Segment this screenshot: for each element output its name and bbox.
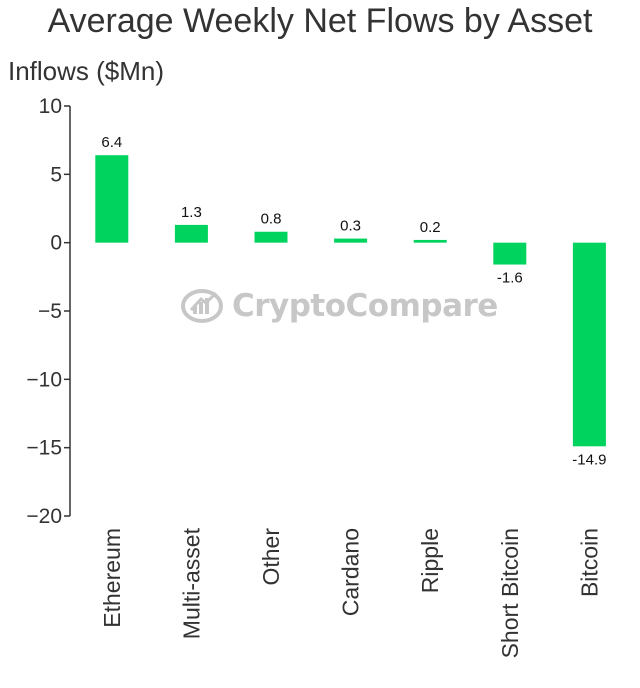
data-label: -1.6: [497, 270, 523, 287]
y-tick-label: −5: [38, 300, 62, 323]
y-axis-label: Inflows ($Mn): [8, 56, 165, 86]
bar: [334, 238, 368, 243]
bar: [174, 224, 208, 243]
data-label: 0.8: [261, 211, 282, 228]
y-tick-label: 0: [50, 232, 62, 255]
y-tick-label: −20: [26, 505, 62, 528]
x-category-label: Multi-asset: [178, 527, 204, 639]
x-category-label: Other: [258, 528, 284, 586]
data-label: -14.9: [572, 451, 606, 468]
data-label: 6.4: [101, 134, 122, 151]
watermark: CryptoCompare: [180, 286, 498, 326]
data-label: 0.3: [340, 218, 361, 235]
cryptocompare-logo-icon: [181, 289, 223, 323]
data-labels: 6.4 1.3 0.8 0.3 0.2 -1.6 -14.9: [101, 134, 606, 468]
watermark-text: CryptoCompare: [232, 288, 498, 324]
y-tick-label: 5: [50, 163, 62, 186]
x-category-label: Ethereum: [99, 528, 125, 628]
x-category-label: Bitcoin: [576, 528, 602, 597]
category-labels: Ethereum Multi-asset Other Cardano Ripple Sho…: [99, 527, 603, 658]
y-axis: 10 5 0 −5 −10 −15 −20: [26, 95, 71, 528]
data-label: 0.2: [420, 219, 441, 236]
bar: [413, 239, 447, 243]
data-label: 1.3: [181, 204, 202, 221]
bar: [254, 231, 288, 243]
x-category-label: Short Bitcoin: [497, 528, 523, 658]
chart-title: Average Weekly Net Flows by Asset: [47, 2, 593, 40]
y-tick-label: −10: [26, 368, 62, 391]
bars: [95, 155, 606, 447]
bar: [493, 242, 527, 265]
bar: [572, 242, 606, 447]
y-tick-label: −15: [26, 437, 62, 460]
x-category-label: Cardano: [338, 528, 364, 616]
y-tick-label: 10: [39, 95, 62, 118]
x-category-label: Ripple: [417, 528, 443, 593]
bar: [95, 155, 129, 243]
